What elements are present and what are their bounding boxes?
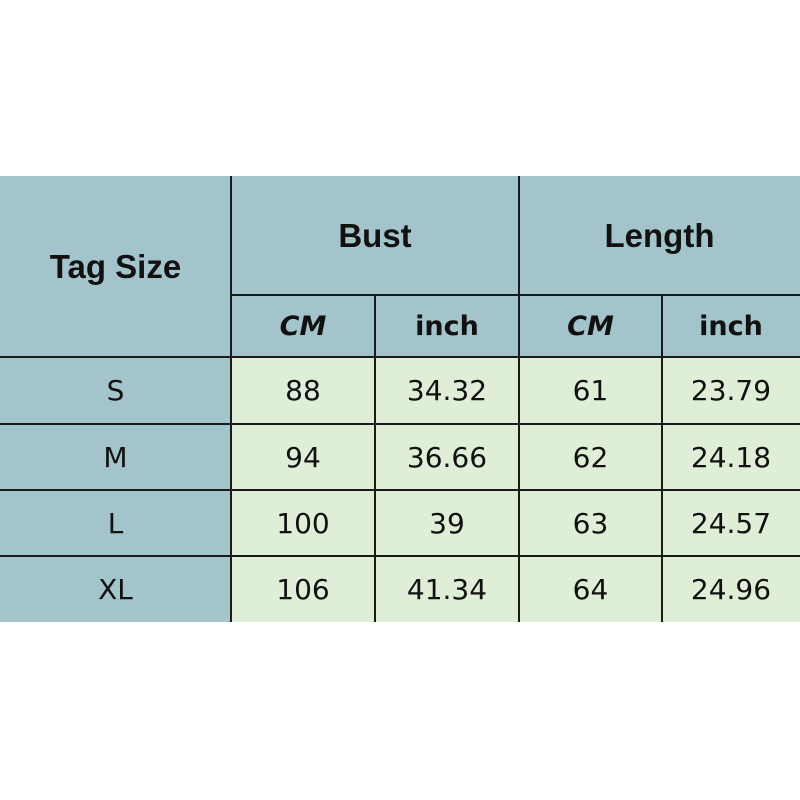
value-cell-length-inch: 24.18 (662, 424, 800, 490)
header-tag-size: Tag Size (0, 176, 231, 357)
row-divider (0, 555, 800, 557)
value-cell-length-inch: 23.79 (662, 357, 800, 424)
column-divider (661, 295, 663, 622)
value-cell-bust-inch: 39 (375, 490, 519, 556)
row-divider (0, 489, 800, 491)
header-bust-inch: inch (375, 295, 519, 357)
value-cell-bust-cm: 94 (231, 424, 375, 490)
size-chart-table: Tag Size Bust Length CM inch CM inch S 88… (0, 176, 800, 622)
size-label-cell: L (0, 490, 231, 556)
value-cell-length-cm: 62 (519, 424, 662, 490)
value-cell-bust-cm: 100 (231, 490, 375, 556)
size-label-cell: S (0, 357, 231, 424)
row-divider (0, 356, 800, 358)
header-length: Length (519, 176, 800, 295)
value-cell-length-cm: 64 (519, 556, 662, 622)
value-cell-bust-cm: 106 (231, 556, 375, 622)
value-cell-bust-cm: 88 (231, 357, 375, 424)
row-divider (0, 423, 800, 425)
value-cell-bust-inch: 41.34 (375, 556, 519, 622)
size-label-cell: XL (0, 556, 231, 622)
column-divider (230, 176, 232, 622)
size-label-cell: M (0, 424, 231, 490)
header-bust: Bust (231, 176, 519, 295)
value-cell-bust-inch: 36.66 (375, 424, 519, 490)
value-cell-length-inch: 24.96 (662, 556, 800, 622)
column-divider (374, 295, 376, 622)
value-cell-length-cm: 63 (519, 490, 662, 556)
value-cell-length-inch: 24.57 (662, 490, 800, 556)
row-divider (231, 294, 800, 296)
value-cell-bust-inch: 34.32 (375, 357, 519, 424)
value-cell-length-cm: 61 (519, 357, 662, 424)
header-length-cm: CM (519, 295, 662, 357)
column-divider (518, 176, 520, 622)
header-length-inch: inch (662, 295, 800, 357)
header-bust-cm: CM (231, 295, 375, 357)
